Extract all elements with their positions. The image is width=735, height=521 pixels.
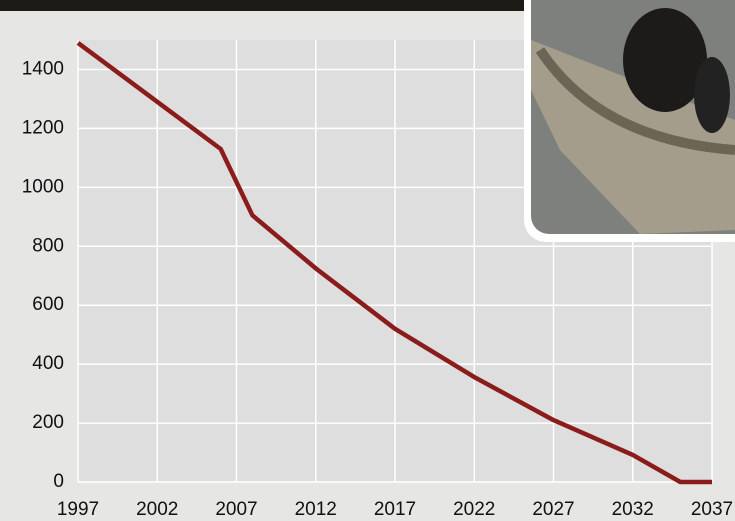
photo-rope xyxy=(535,47,735,155)
x-tick-label: 2027 xyxy=(532,499,574,520)
y-tick-label: 400 xyxy=(32,353,64,374)
x-tick-label: 2002 xyxy=(136,499,178,520)
photo-animal xyxy=(623,8,707,112)
x-tick-label: 2012 xyxy=(295,499,337,520)
title-bar xyxy=(0,0,525,11)
data-line xyxy=(76,41,712,485)
y-tick-label: 200 xyxy=(32,412,64,433)
x-tick-label: 2017 xyxy=(374,499,416,520)
y-tick-label: 1400 xyxy=(22,58,64,79)
x-tick-label: 2032 xyxy=(612,499,654,520)
x-tick-label: 2007 xyxy=(215,499,257,520)
x-tick-label: 2037 xyxy=(691,499,733,520)
photo-hammock xyxy=(531,40,735,234)
y-tick-label: 800 xyxy=(32,235,64,256)
x-tick-label: 1997 xyxy=(57,499,99,520)
y-tick-label: 1000 xyxy=(22,176,64,197)
x-tick-label: 2022 xyxy=(453,499,495,520)
photo-animal-arm xyxy=(694,57,730,133)
y-tick-label: 0 xyxy=(53,471,64,492)
photo xyxy=(524,0,735,242)
y-tick-label: 1200 xyxy=(22,117,64,138)
y-tick-label: 600 xyxy=(32,294,64,315)
